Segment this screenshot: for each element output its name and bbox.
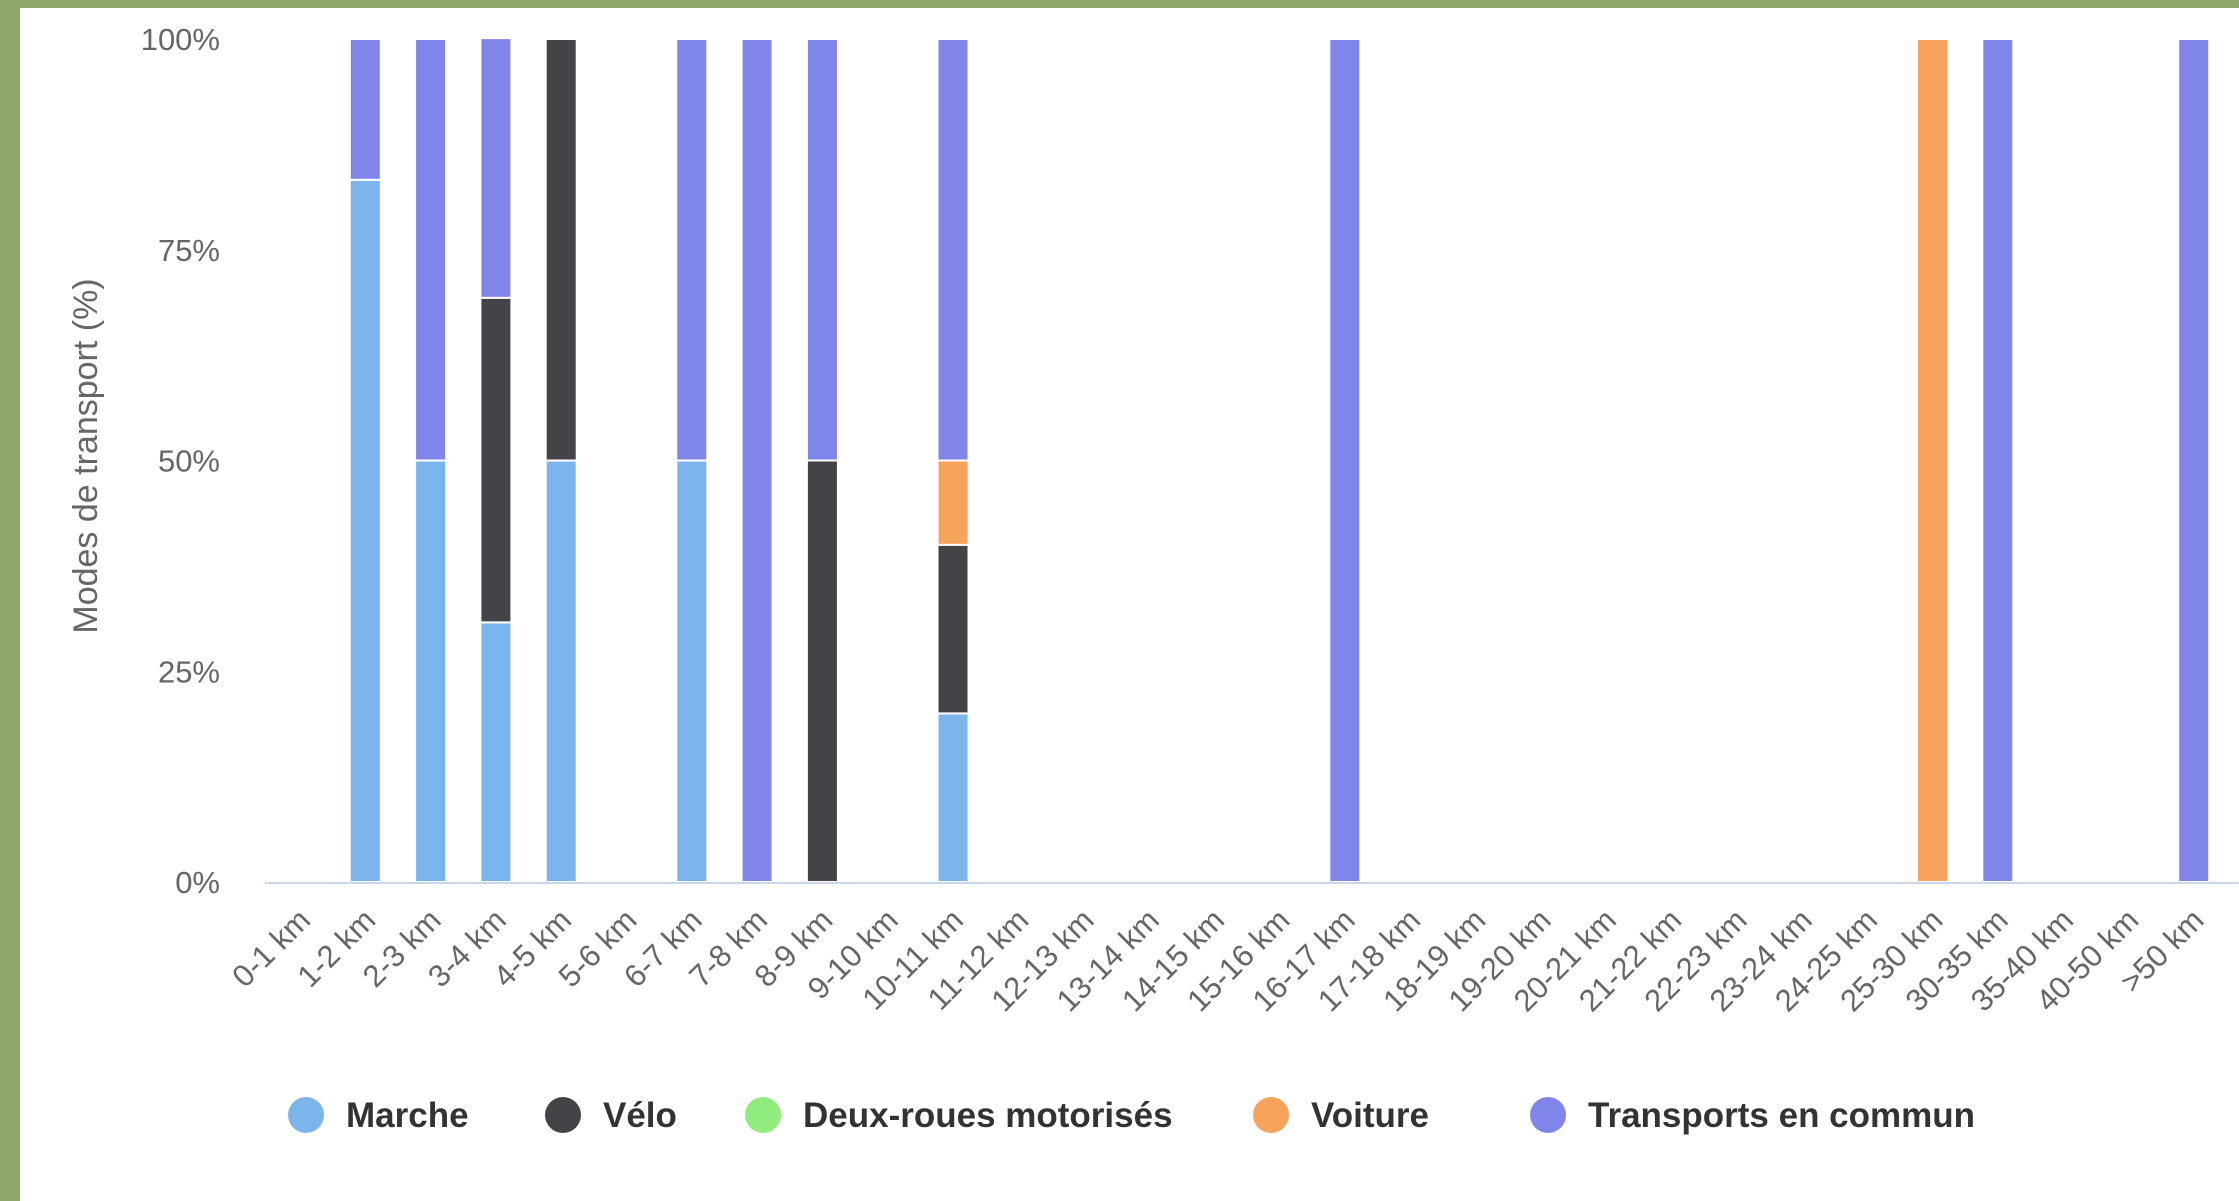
stacked-bar-chart: Modes de transport (%) 0% 25% 50% 75% 100% 0… — [67, 22, 2239, 1135]
bar-segment — [348, 178, 382, 883]
legend-label: Voiture — [1311, 1096, 1429, 1135]
bar-segment — [805, 38, 839, 462]
chart-panel: Modes de transport (%) 0% 25% 50% 75% 100% 0… — [20, 8, 2239, 1201]
bar-segment — [936, 459, 970, 546]
bar-segment — [675, 459, 709, 883]
y-tick-label: 100% — [141, 22, 220, 57]
bar-segment — [414, 38, 448, 462]
legend-item[interactable]: Vélo — [545, 1096, 677, 1135]
legend[interactable]: Marche Vélo Deux-roues motorisés Voiture Tra… — [288, 1096, 1975, 1135]
legend-marker — [288, 1097, 324, 1133]
legend-label: Vélo — [603, 1096, 677, 1135]
bar-segment — [544, 459, 578, 883]
legend-item[interactable]: Transports en commun — [1530, 1096, 1975, 1135]
bar-segment — [1328, 38, 1362, 883]
y-tick-label: 25% — [158, 654, 220, 689]
y-axis-title: Modes de transport (%) — [67, 278, 105, 633]
legend-marker — [1530, 1097, 1566, 1133]
bar-segment — [675, 38, 709, 462]
legend-marker — [545, 1097, 581, 1133]
legend-marker — [745, 1097, 781, 1133]
legend-label: Deux-roues motorisés — [803, 1096, 1173, 1135]
bars — [348, 37, 2211, 884]
legend-label: Marche — [346, 1096, 469, 1135]
bar-segment — [740, 38, 774, 883]
y-tick-label: 75% — [158, 233, 220, 268]
bar-segment — [936, 543, 970, 715]
bar-segment — [479, 296, 513, 624]
bar-segment — [479, 621, 513, 884]
legend-label: Transports en commun — [1588, 1096, 1975, 1135]
x-axis-ticks: 0-1 km1-2 km2-3 km3-4 km4-5 km5-6 km6-7 … — [225, 902, 2210, 1018]
bar-segment — [805, 459, 839, 883]
legend-item[interactable]: Marche — [288, 1096, 469, 1135]
bar-segment — [414, 459, 448, 883]
bar-segment — [1916, 38, 1949, 883]
y-tick-label: 0% — [175, 865, 220, 900]
bar-segment — [2177, 38, 2211, 883]
y-axis-ticks: 0% 25% 50% 75% 100% — [141, 22, 220, 900]
legend-marker — [1253, 1097, 1289, 1133]
bar-segment — [936, 712, 970, 884]
legend-item[interactable]: Voiture — [1253, 1096, 1429, 1135]
bar-segment — [1981, 38, 2015, 883]
bar-segment — [348, 38, 382, 181]
bar-segment — [544, 38, 578, 462]
bar-segment — [479, 37, 513, 299]
legend-item[interactable]: Deux-roues motorisés — [745, 1096, 1173, 1135]
y-tick-label: 50% — [158, 444, 220, 479]
bar-segment — [936, 38, 970, 462]
